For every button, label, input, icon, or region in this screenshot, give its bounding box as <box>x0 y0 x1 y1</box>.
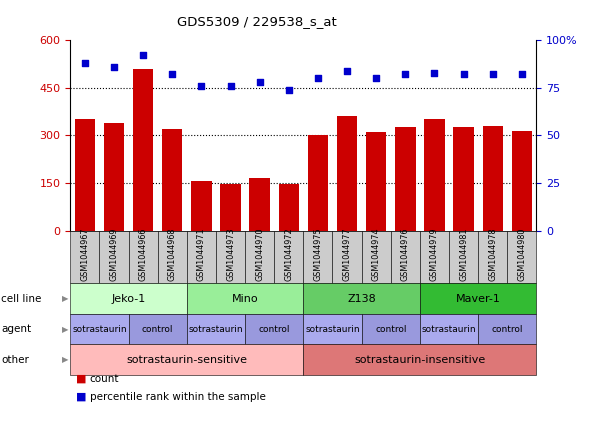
Bar <box>511 131 532 231</box>
Point <box>80 60 90 66</box>
Text: cell line: cell line <box>1 294 42 304</box>
Text: GSM1044974: GSM1044974 <box>371 228 381 281</box>
Text: sotrastaurin: sotrastaurin <box>422 324 477 334</box>
Bar <box>337 116 357 231</box>
Bar <box>162 129 183 231</box>
Point <box>225 82 235 89</box>
Text: sotrastaurin: sotrastaurin <box>305 324 360 334</box>
Bar <box>453 127 474 231</box>
Bar <box>483 126 503 231</box>
Text: GDS5309 / 229538_s_at: GDS5309 / 229538_s_at <box>177 15 337 28</box>
Point <box>109 63 119 70</box>
Point <box>488 71 497 78</box>
Text: GSM1044968: GSM1044968 <box>168 228 177 281</box>
Point <box>342 67 352 74</box>
Point <box>371 75 381 82</box>
Text: GSM1044980: GSM1044980 <box>518 228 527 281</box>
Bar <box>366 132 386 231</box>
Point <box>400 71 410 78</box>
Point <box>459 71 469 78</box>
Text: Z138: Z138 <box>347 294 376 304</box>
Text: control: control <box>142 324 174 334</box>
Text: GSM1044976: GSM1044976 <box>401 228 410 281</box>
Text: GSM1044967: GSM1044967 <box>80 228 89 281</box>
Text: GSM1044981: GSM1044981 <box>459 228 468 281</box>
Bar <box>133 69 153 231</box>
Point <box>430 69 439 76</box>
Text: GSM1044975: GSM1044975 <box>313 228 323 281</box>
Text: ■: ■ <box>76 374 90 384</box>
Text: GSM1044970: GSM1044970 <box>255 228 264 281</box>
Text: GSM1044972: GSM1044972 <box>284 228 293 281</box>
Text: ■: ■ <box>76 392 90 402</box>
Bar <box>308 135 328 231</box>
Bar <box>221 184 241 231</box>
Text: GSM1044969: GSM1044969 <box>109 228 119 281</box>
Text: GSM1044973: GSM1044973 <box>226 228 235 281</box>
Text: agent: agent <box>1 324 31 334</box>
Text: Jeko-1: Jeko-1 <box>111 294 145 304</box>
Bar <box>75 120 95 231</box>
Text: sotrastaurin-sensitive: sotrastaurin-sensitive <box>126 354 247 365</box>
Text: control: control <box>258 324 290 334</box>
Text: GSM1044971: GSM1044971 <box>197 228 206 281</box>
Point <box>313 75 323 82</box>
Bar <box>279 184 299 231</box>
Text: ▶: ▶ <box>62 294 68 303</box>
Text: ▶: ▶ <box>62 324 68 334</box>
Text: GSM1044979: GSM1044979 <box>430 228 439 281</box>
Point <box>138 52 148 59</box>
Text: count: count <box>90 374 119 384</box>
Text: Maver-1: Maver-1 <box>456 294 500 304</box>
Bar <box>424 120 445 231</box>
Text: control: control <box>375 324 406 334</box>
Text: other: other <box>1 354 29 365</box>
Text: sotrastaurin: sotrastaurin <box>72 324 126 334</box>
Text: GSM1044978: GSM1044978 <box>488 228 497 281</box>
Text: percentile rank within the sample: percentile rank within the sample <box>90 392 266 402</box>
Point <box>517 71 527 78</box>
Bar <box>191 181 211 231</box>
Text: GSM1044977: GSM1044977 <box>343 228 351 281</box>
Text: sotrastaurin: sotrastaurin <box>189 324 243 334</box>
Point <box>284 86 294 93</box>
Text: sotrastaurin-insensitive: sotrastaurin-insensitive <box>354 354 486 365</box>
Bar <box>249 178 270 231</box>
Point <box>197 82 207 89</box>
Text: GSM1044966: GSM1044966 <box>139 228 148 281</box>
Point <box>255 79 265 85</box>
Text: ▶: ▶ <box>62 355 68 364</box>
Bar <box>104 123 124 231</box>
Bar <box>395 127 415 231</box>
Text: Mino: Mino <box>232 294 258 304</box>
Point <box>167 71 177 78</box>
Text: control: control <box>492 324 523 334</box>
